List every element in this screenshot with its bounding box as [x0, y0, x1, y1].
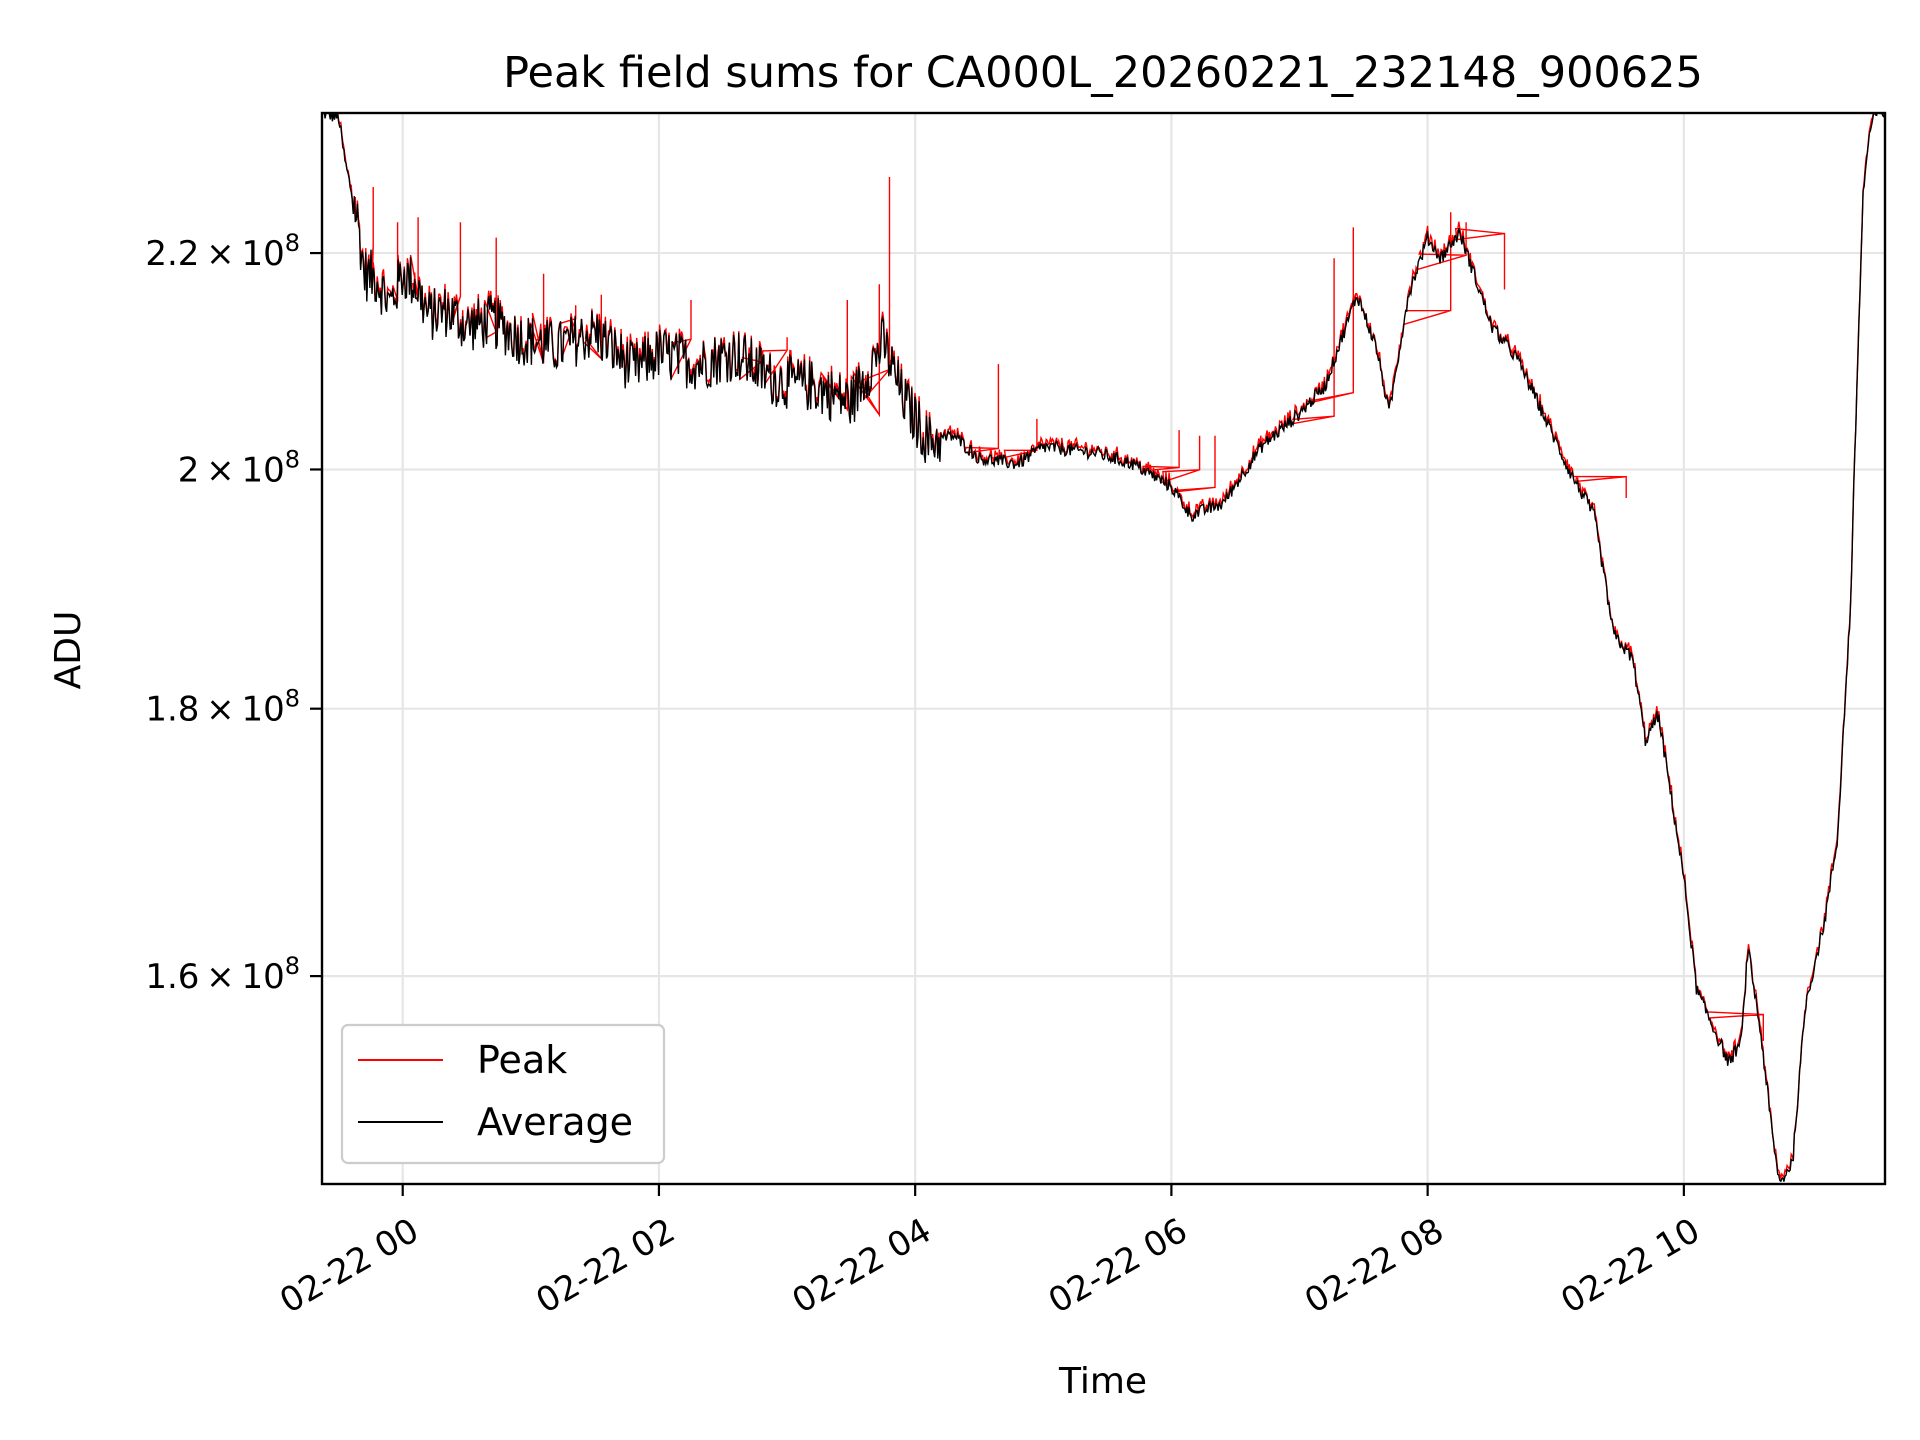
legend-peak-label: Peak [477, 1038, 567, 1082]
legend: Peak Average [340, 1023, 666, 1165]
y-tick-label: 2 × 108 [178, 445, 300, 490]
y-tick-label: 1.8 × 108 [145, 685, 300, 730]
x-axis-label: Time [1058, 1361, 1147, 1402]
y-tick-label: 1.6 × 108 [145, 952, 300, 997]
y-axis: 1.6 × 108 1.8 × 108 2 × 108 2.2 × 108 [145, 229, 322, 997]
chart-title: Peak field sums for CA000L_20260221_2321… [503, 48, 1703, 98]
legend-average-label: Average [477, 1100, 633, 1144]
average-series-line [323, 113, 1885, 1183]
y-tick-label: 2.2 × 108 [145, 229, 300, 274]
axes-frame [320, 111, 1887, 1186]
y-axis-label: ADU [48, 611, 89, 690]
plot-area [323, 113, 1885, 1183]
grid [322, 113, 1885, 1184]
